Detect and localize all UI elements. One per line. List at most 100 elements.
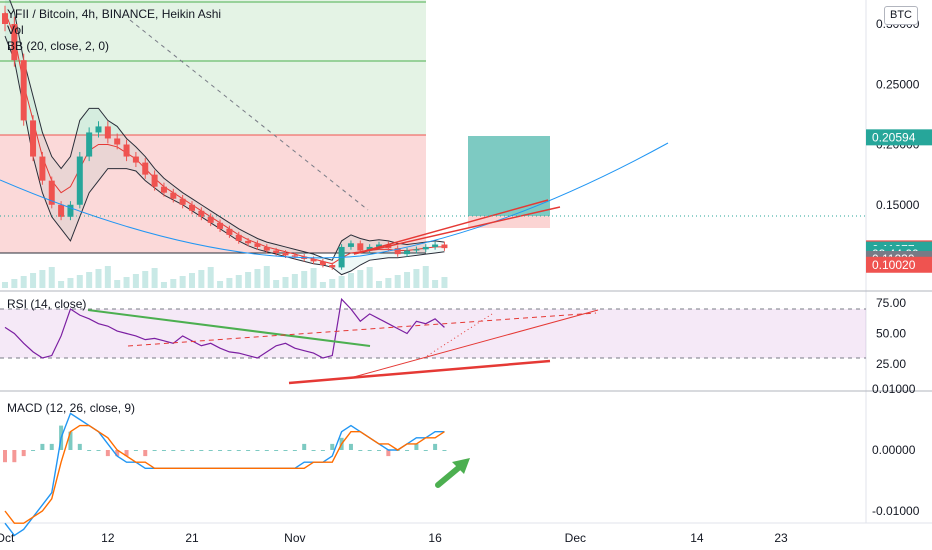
macd-hist-bar xyxy=(124,450,129,457)
candle-body xyxy=(347,243,354,247)
macd-hist-bar xyxy=(3,450,7,463)
volume-bar xyxy=(151,268,158,288)
projection-arc[interactable] xyxy=(0,142,669,259)
rsi-red-support-2[interactable] xyxy=(349,309,599,379)
currency-badge[interactable]: BTC xyxy=(884,6,918,25)
rsi-green-trendline[interactable] xyxy=(87,309,371,347)
volume-bar xyxy=(142,271,149,288)
macd-hist-bar xyxy=(274,450,279,451)
macd-legend[interactable]: MACD (12, 26, close, 9) xyxy=(7,401,136,415)
candle-body xyxy=(376,244,382,247)
diagonal-dashed-trendline[interactable] xyxy=(129,19,369,211)
macd-hist-bar xyxy=(386,450,391,457)
candle-body xyxy=(132,156,139,163)
macd-hist-bar xyxy=(330,443,335,450)
target-box-red[interactable] xyxy=(468,216,550,228)
rsi-dotted-extension[interactable] xyxy=(423,313,493,359)
candle-body xyxy=(179,198,186,205)
candle-body xyxy=(319,261,326,265)
macd-hist-bar xyxy=(68,431,73,450)
position-profit-zone[interactable] xyxy=(0,0,426,135)
time-tick-label: 21 xyxy=(185,531,199,545)
macd-hist-bar xyxy=(31,450,36,451)
volume-bar xyxy=(404,272,411,288)
volume-bar xyxy=(376,281,382,288)
volume-bar xyxy=(432,280,439,288)
signal-polyline xyxy=(4,424,445,524)
volume-bar xyxy=(11,279,18,288)
support-trendline-1[interactable] xyxy=(353,199,549,255)
candle-body xyxy=(104,126,111,139)
price-candles xyxy=(2,5,448,270)
rsi-tick-label: 50.00 xyxy=(876,327,906,341)
volume-bar xyxy=(357,270,364,288)
macd-hist-bar xyxy=(311,450,316,451)
rsi-legend[interactable]: RSI (14, close) xyxy=(7,297,87,311)
candle-body xyxy=(48,180,55,205)
rsi-red-dashed-line[interactable] xyxy=(127,312,597,347)
price-tag-label: 0.10020 xyxy=(872,258,916,272)
volume-bar xyxy=(114,280,121,288)
macd-hist-bar xyxy=(21,450,26,457)
time-tick-label: Dec xyxy=(565,531,586,545)
volume-bar xyxy=(48,267,55,288)
volume-bar xyxy=(86,272,93,288)
candle-body xyxy=(413,249,420,251)
macd-hist-bar xyxy=(218,450,223,451)
volume-bar xyxy=(235,275,242,288)
macd-hist-bar xyxy=(442,450,447,451)
volume-bar xyxy=(282,277,289,288)
candle-body xyxy=(217,222,224,229)
rsi-red-support-1[interactable] xyxy=(288,359,551,385)
support-trendline-2[interactable] xyxy=(353,206,561,255)
volume-bar xyxy=(291,274,298,288)
volume-bar xyxy=(385,278,392,288)
macd-hist-bar xyxy=(292,450,297,451)
candle-body xyxy=(11,24,18,61)
candle-body xyxy=(2,13,8,24)
macd-hist-bar xyxy=(236,450,241,451)
volume-bar xyxy=(67,278,74,288)
candle-body xyxy=(404,250,411,255)
candle-body xyxy=(76,156,83,205)
volume-bar xyxy=(123,277,130,288)
macd-hist-bar xyxy=(180,450,185,451)
candle-body xyxy=(142,162,149,175)
volume-bar xyxy=(2,282,8,288)
candle-body xyxy=(151,174,158,187)
bb-legend[interactable]: BB (20, close, 2, 0) xyxy=(7,39,110,53)
candle-body xyxy=(273,250,280,253)
volume-bar xyxy=(132,274,139,288)
price-axis-bg xyxy=(866,0,932,550)
macd-lines xyxy=(4,412,445,537)
rsi-line xyxy=(4,297,445,359)
macd-hist-bar xyxy=(367,450,372,451)
volume-bar xyxy=(189,273,195,288)
volume-bar xyxy=(104,266,111,288)
macd-hist-bar xyxy=(255,450,260,451)
time-tick-label: 16 xyxy=(428,531,442,545)
candle-body xyxy=(160,186,167,193)
candle-body xyxy=(226,228,233,235)
symbol-title[interactable]: YFII / Bitcoin, 4h, BINANCE, Heikin Ashi xyxy=(7,7,222,21)
macd-hist-bar xyxy=(264,450,269,451)
candle-body xyxy=(170,192,177,199)
rsi-tick-label: 75.00 xyxy=(876,296,906,310)
candle-body xyxy=(30,120,37,157)
volume-bar xyxy=(441,277,448,288)
candle-body xyxy=(39,156,46,181)
macd-hist-bar xyxy=(227,450,232,451)
macd-hist-bar xyxy=(348,443,353,450)
candle-body xyxy=(366,246,373,251)
macd-hist-bar xyxy=(405,450,410,451)
candle-body xyxy=(432,244,439,247)
volume-bar xyxy=(160,282,167,288)
macd-hist-bar xyxy=(49,443,54,450)
target-box-teal[interactable] xyxy=(468,136,550,216)
macd-hist-bar xyxy=(115,450,120,457)
macd-hist-bar xyxy=(423,450,428,451)
price-tick-label: 0.25000 xyxy=(876,77,920,91)
macd-hist-bar xyxy=(433,443,438,450)
